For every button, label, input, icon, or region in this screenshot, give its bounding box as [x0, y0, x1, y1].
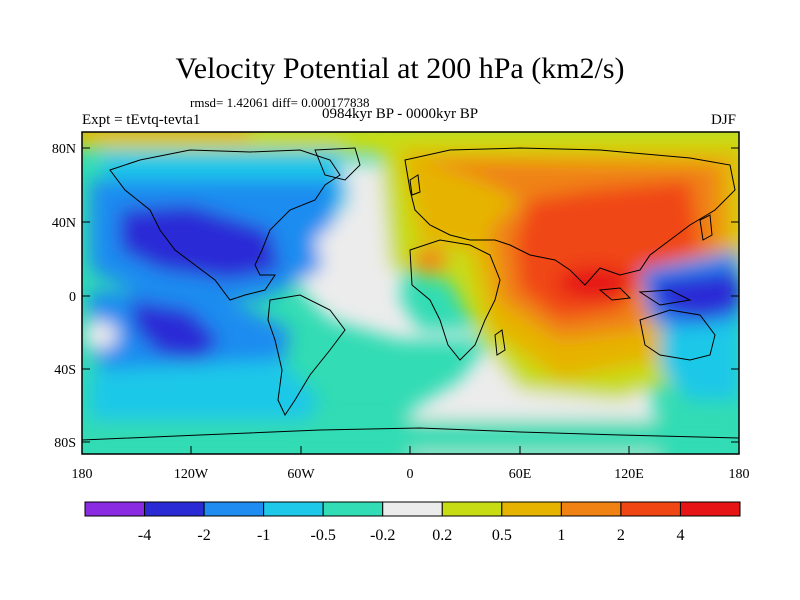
colorbar-swatch [322, 501, 384, 517]
y-axis-label: 0 [69, 290, 76, 305]
y-axis-label: 80N [52, 142, 76, 157]
experiment-label: Expt = tEvtq-tevta1 [82, 112, 201, 128]
x-axis-label: 60W [287, 467, 315, 482]
y-axis-label: 40S [54, 363, 76, 378]
colorbar-label: 1 [557, 527, 565, 544]
colorbar-label: -2 [197, 527, 210, 544]
colorbar-label: 0.5 [492, 527, 512, 544]
colorbar: -4 -2 -1 -0.5 -0.2 0.2 0.5 1 2 4 [84, 501, 741, 544]
season-label: DJF [711, 112, 737, 128]
colorbar-swatch [679, 501, 741, 517]
x-axis-label: 180 [72, 467, 93, 482]
coastlines [82, 147, 739, 441]
colorbar-swatch [203, 501, 265, 517]
colorbar-label: 4 [676, 527, 684, 544]
map-title: Velocity Potential at 200 hPa (km2/s) [175, 52, 625, 85]
colorbar-swatch [441, 501, 503, 517]
colorbar-swatch [382, 501, 443, 517]
colorbar-label: -0.5 [311, 527, 336, 544]
stats-line: rmsd= 1.42061 diff= 0.000177838 [190, 95, 370, 110]
colorbar-label: -4 [138, 527, 151, 544]
x-axis-label: 0 [407, 467, 414, 482]
colorbar-swatch [560, 501, 622, 517]
period-label: 0984kyr BP - 0000kyr BP [322, 106, 479, 122]
x-axis-label: 180 [729, 467, 750, 482]
y-axis-label: 40N [52, 216, 76, 231]
axis-ticks [81, 147, 740, 454]
colorbar-swatch [620, 501, 681, 517]
colorbar-label: 2 [617, 527, 625, 544]
colorbar-label: -0.2 [370, 527, 395, 544]
x-axis-label: 120E [614, 467, 644, 482]
colorbar-swatch [501, 501, 562, 517]
colorbar-swatch [84, 501, 146, 517]
y-axis-label: 80S [54, 436, 76, 451]
contour-field [82, 132, 739, 454]
colorbar-label: -1 [257, 527, 270, 544]
x-axis-label: 120W [174, 467, 209, 482]
colorbar-swatch [144, 501, 205, 517]
x-axis-label: 60E [509, 467, 532, 482]
colorbar-label: 0.2 [432, 527, 452, 544]
colorbar-swatch [263, 501, 324, 517]
